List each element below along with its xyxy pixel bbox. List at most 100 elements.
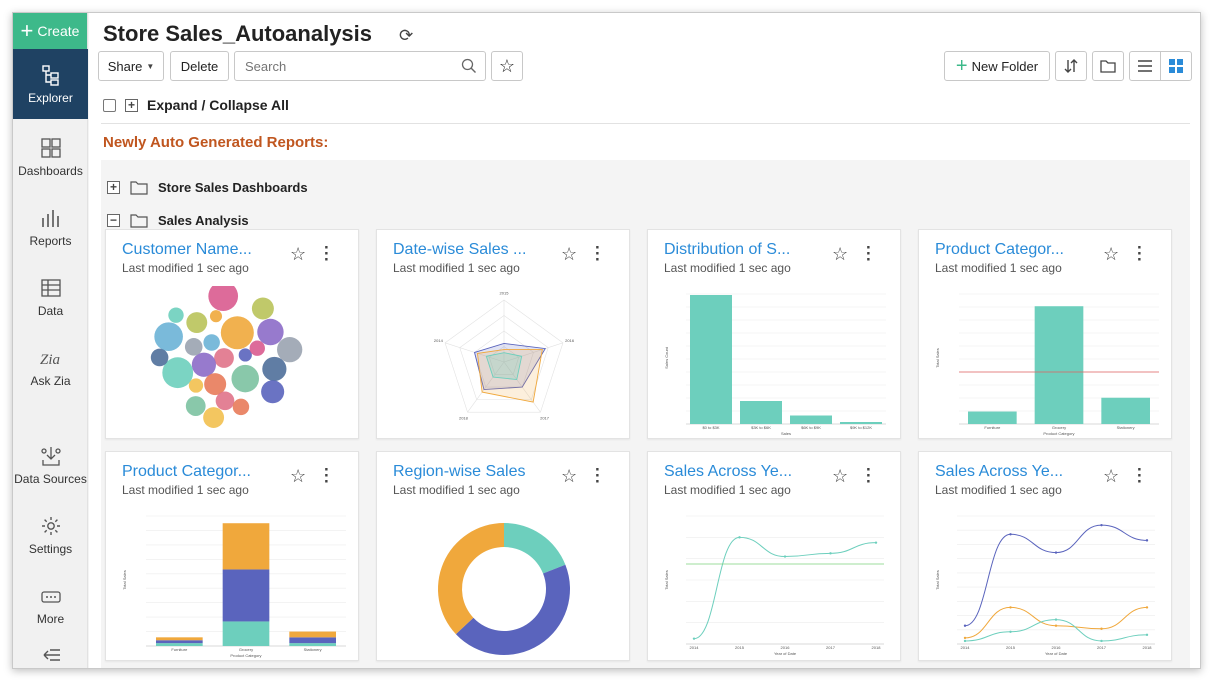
search-input[interactable] [234,51,486,81]
expand-icon[interactable]: + [107,181,120,194]
kebab-menu-icon[interactable]: · · · [1137,460,1143,491]
select-all-checkbox[interactable] [103,98,116,112]
star-icon[interactable]: ☆ [561,244,578,264]
sidebar-item-reports[interactable]: Reports [13,207,88,248]
expand-collapse-row: + Expand / Collapse All [103,97,289,113]
new-folder-label: New Folder [971,58,1039,74]
radar-axis-label: 2014 [434,338,444,343]
favorite-button[interactable]: ☆ [491,51,523,81]
sidebar-item-explorer[interactable]: Explorer [13,49,88,119]
card-title[interactable]: Distribution of S... [664,241,791,258]
collapse-icon[interactable]: − [107,214,120,227]
data-icon [40,279,61,297]
collapse-sidebar-button[interactable] [13,647,88,668]
bar-segment [156,643,203,646]
card-title[interactable]: Product Categor... [122,463,251,480]
data-sources-icon [40,447,61,466]
search-icon[interactable] [461,58,477,74]
dashboards-icon [40,138,61,158]
bubble [203,334,220,351]
card-title[interactable]: Customer Name... [122,241,252,258]
x-tick-label: $3K to $6K [751,425,771,430]
bubble [251,297,274,320]
bar [1034,306,1084,424]
card-modified: Last modified 1 sec ago [935,483,1062,497]
data-point [1100,523,1103,527]
report-card[interactable]: Product Categor... Last modified 1 sec a… [105,451,359,661]
x-tick-label: $6K to $9K [801,425,821,430]
data-point [1145,606,1149,609]
y-axis-label: Total Sales [935,348,940,368]
card-title[interactable]: Product Categor... [935,241,1064,258]
grid-view-button[interactable] [1160,51,1192,81]
expand-all-icon[interactable]: + [125,98,138,112]
report-card[interactable]: Customer Name... Last modified 1 sec ago… [105,229,359,439]
star-icon[interactable]: ☆ [290,244,307,264]
card-title[interactable]: Date-wise Sales ... [393,241,527,258]
star-icon[interactable]: ☆ [832,466,849,486]
card-title[interactable]: Region-wise Sales [393,463,526,480]
kebab-menu-icon[interactable]: · · · [324,238,330,269]
sidebar-item-ask-zia[interactable]: Zia Ask Zia [13,347,88,388]
folder-sales-analysis[interactable]: − Sales Analysis [107,213,249,228]
data-point [1100,627,1103,630]
create-button[interactable]: + Create [13,13,87,49]
bar-segment [156,640,203,644]
kebab-menu-icon[interactable]: · · · [324,460,330,491]
kebab-menu-icon[interactable]: · · · [595,238,601,269]
card-title[interactable]: Sales Across Ye... [935,463,1064,480]
report-card[interactable]: Distribution of S... Last modified 1 sec… [647,229,901,439]
report-card[interactable]: Sales Across Ye... Last modified 1 sec a… [647,451,901,661]
new-folder-button[interactable]: + New Folder [944,51,1050,81]
bubble [209,310,223,323]
bar [690,295,732,424]
refresh-icon[interactable]: ⟳ [399,26,414,45]
x-tick-label: 2015 [1006,645,1016,650]
page-title: Store Sales_Autoanalysis [103,21,373,46]
kebab-menu-icon[interactable]: · · · [1137,238,1143,269]
divider [101,123,1190,124]
expand-collapse-label[interactable]: Expand / Collapse All [147,97,289,113]
star-icon[interactable]: ☆ [290,466,307,486]
sidebar-item-data[interactable]: Data [13,277,88,318]
bubble [168,307,184,323]
star-icon[interactable]: ☆ [1103,244,1120,264]
star-icon[interactable]: ☆ [1103,466,1120,486]
sidebar-item-more[interactable]: More [13,587,88,626]
sort-icon [1064,59,1078,73]
series-line [964,619,1148,642]
radar-chart: 2015 2016 2017 2018 2014 [434,291,575,421]
sidebar-item-data-sources[interactable]: Data Sources [13,445,88,486]
star-icon[interactable]: ☆ [832,244,849,264]
card-title[interactable]: Sales Across Ye... [664,463,793,480]
y-axis-label: Total Sales [935,570,940,590]
kebab-menu-icon[interactable]: · · · [866,460,872,491]
sidebar-item-label: Explorer [28,90,73,105]
bar-segment [289,643,336,646]
sidebar-item-dashboards[interactable]: Dashboards [13,137,88,178]
folder-store-sales-dashboards[interactable]: + Store Sales Dashboards [107,180,308,195]
radar-axis-label: 2017 [540,415,550,420]
share-button[interactable]: Share ▼ [98,51,164,81]
sidebar-item-settings[interactable]: Settings [13,515,88,556]
report-card[interactable]: Region-wise Sales Last modified 1 sec ag… [376,451,630,661]
sort-button[interactable] [1055,51,1087,81]
report-card[interactable]: Product Categor... Last modified 1 sec a… [918,229,1172,439]
bubble [257,318,284,346]
folder-view-button[interactable] [1092,51,1124,81]
bubble [184,338,203,356]
kebab-menu-icon[interactable]: · · · [866,238,872,269]
star-icon[interactable]: ☆ [561,466,578,486]
report-card[interactable]: Date-wise Sales ... Last modified 1 sec … [376,229,630,439]
report-card[interactable]: Sales Across Ye... Last modified 1 sec a… [918,451,1172,661]
collapse-icon [43,649,60,661]
kebab-menu-icon[interactable]: · · · [595,460,601,491]
bubble [232,398,250,416]
radar-axis-label: 2018 [459,415,469,420]
list-view-button[interactable] [1129,51,1161,81]
y-axis-label: Total Sales [664,570,669,590]
main-panel: Store Sales_Autoanalysis ⟳ Share ▼ Delet… [89,13,1200,668]
delete-button[interactable]: Delete [170,51,229,81]
sidebar-item-label: Data [37,304,64,318]
x-tick-label: Furniture [171,647,188,652]
